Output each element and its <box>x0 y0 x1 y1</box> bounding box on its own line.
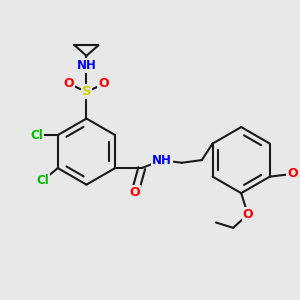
Text: O: O <box>98 77 109 90</box>
Text: NH: NH <box>76 59 96 72</box>
Text: O: O <box>130 186 140 199</box>
Text: O: O <box>287 167 298 181</box>
Text: O: O <box>242 208 253 221</box>
Text: O: O <box>64 77 74 90</box>
Text: S: S <box>82 85 91 98</box>
Text: Cl: Cl <box>30 129 43 142</box>
Text: Cl: Cl <box>37 174 50 187</box>
Text: NH: NH <box>152 154 172 166</box>
